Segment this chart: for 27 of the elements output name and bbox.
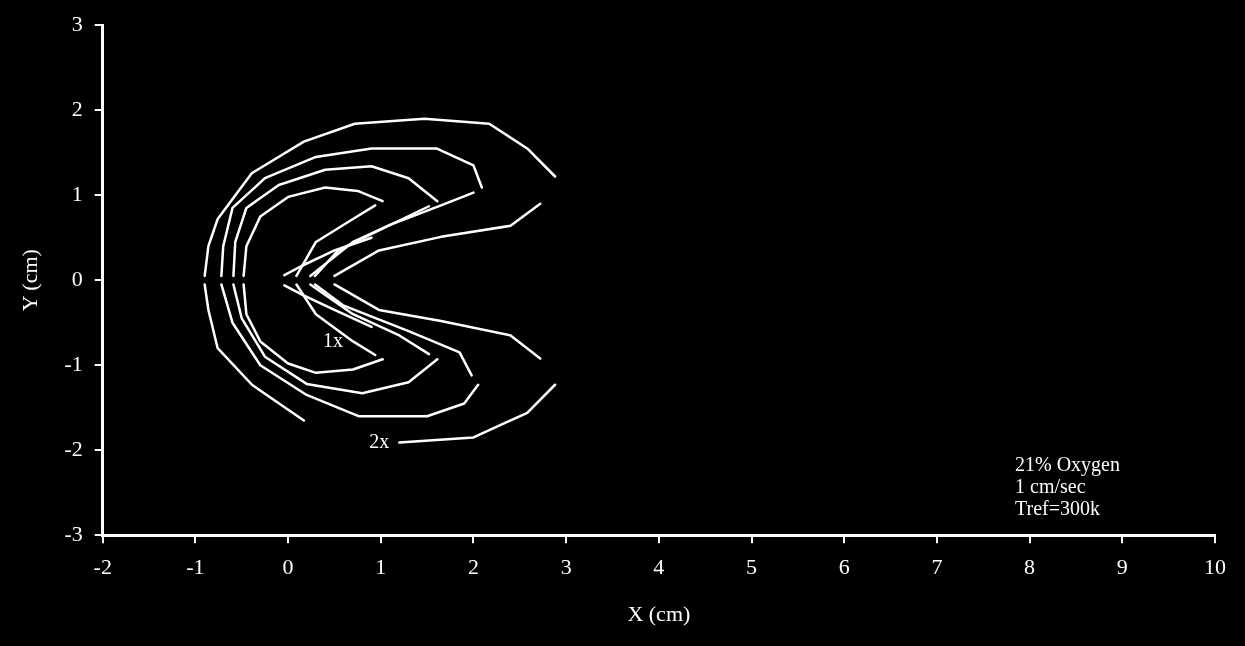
y-axis-title: Y (cm)	[16, 249, 42, 312]
x-tick-label: 2	[467, 554, 479, 580]
x-tick-label: 5	[746, 554, 758, 580]
x-tick-label: -1	[186, 554, 205, 580]
x-tick-label: 7	[931, 554, 943, 580]
annotation: 21% Oxygen	[1015, 453, 1120, 477]
y-tick-label: -2	[64, 435, 83, 461]
y-tick-label: -3	[64, 520, 83, 546]
y-tick-label: 1	[71, 180, 83, 206]
x-tick-label: 3	[560, 554, 572, 580]
x-axis-title: X (cm)	[627, 600, 691, 626]
annotation: Tref=300k	[1015, 497, 1100, 520]
x-tick-label: 6	[838, 554, 850, 580]
annotation: 1x	[322, 328, 343, 351]
y-tick-label: 2	[71, 95, 83, 121]
x-tick-label: 10	[1204, 554, 1226, 580]
x-tick-label: 1	[375, 554, 387, 580]
y-tick-label: 3	[71, 10, 83, 36]
annotation: 1 cm/sec	[1015, 475, 1086, 498]
x-tick-label: 8	[1024, 554, 1036, 580]
x-tick-label: 0	[282, 554, 294, 580]
y-tick-label: -1	[64, 350, 83, 376]
annotation: 2x	[369, 429, 390, 452]
y-tick-label: 0	[71, 265, 83, 291]
x-tick-label: 9	[1116, 554, 1128, 580]
x-tick-label: 4	[653, 554, 665, 580]
x-tick-label: -2	[93, 554, 112, 580]
